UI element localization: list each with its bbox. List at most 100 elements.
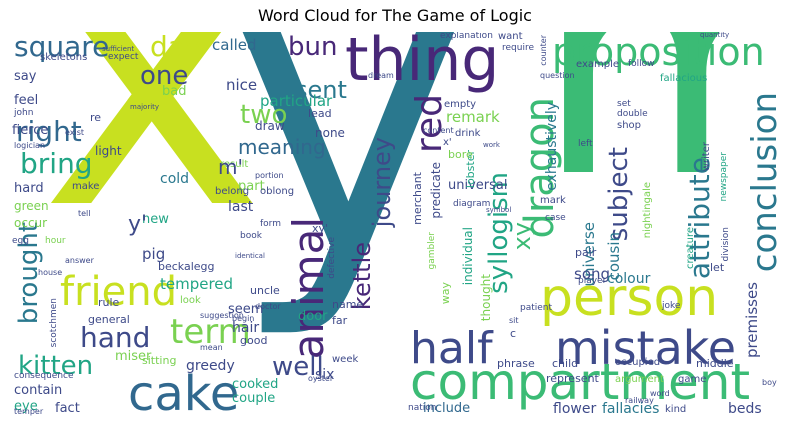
word-name: name [332,298,364,311]
word-lead: lead [308,107,332,120]
word-remark: remark [446,108,500,126]
word-mean: mean [200,343,223,352]
word-follow: follow [628,59,655,69]
word-m-prime: m' [218,155,243,179]
word-hair: hair [232,320,260,336]
word-c: c [510,327,517,340]
word-book: book [240,231,262,241]
word-skeletons: skeletons [40,52,88,63]
word-hard: hard [14,181,44,196]
word-fallacies: fallacies [602,401,660,417]
word-sent: sent [295,76,347,104]
word-word: word [650,389,670,398]
word-six: six [315,367,335,383]
word-right: right [16,115,82,148]
word-two: two [240,100,288,130]
word-division: division [721,227,731,262]
word-defective: defective [327,237,337,279]
word-suggestion: suggestion [200,311,244,320]
word-xy-prime: xy' [312,222,329,235]
word-writer: writer [701,142,712,172]
word-answer: answer [65,256,94,265]
word-nice: nice [226,76,258,94]
word-rule: rule [98,296,120,309]
word-joke: joke [662,301,681,311]
word-shop: shop [617,120,642,131]
word-pig: pig [142,245,166,263]
word-half: half [410,323,493,374]
word-seem: seem [228,302,264,317]
word-y: y [230,32,467,344]
word-identical: identical [235,252,265,260]
word-child: child [552,357,579,370]
word-phrase: phrase [497,357,535,370]
word-make: make [72,181,100,192]
word-one: one [140,61,189,91]
word-question: question [540,71,575,80]
word-doctor: doctor [255,302,281,311]
word-counter: counter [539,35,548,66]
word-sufficient: sufficient [102,45,135,53]
word-occupied: occupied [615,357,661,368]
word-example: example [576,59,620,70]
word-universal: universal [448,178,508,193]
word-greedy: greedy [186,358,235,374]
word-friend: friend [60,269,177,315]
word-set: set [617,99,631,109]
word-individual: individual [461,227,475,286]
word-door: door [298,309,328,324]
word-occur: occur [14,216,48,230]
word-expect: expect [108,52,139,62]
word-subject: subject [604,147,634,242]
word-case: case [545,213,566,223]
word-miser: miser [115,349,152,364]
word-conclusion: conclusion [745,92,780,273]
word-cold: cold [160,171,190,187]
word-x: x [40,32,265,293]
word-far: far [332,314,348,327]
word-dream: dream [368,71,394,80]
word-want: want [498,32,523,42]
word-last: last [228,199,254,215]
word-cooked: cooked [232,377,279,392]
word-kind: kind [665,404,687,415]
word-consequence: consequence [14,371,74,381]
word-double: double [617,109,648,119]
word-feel: feel [14,93,39,108]
word-nightingale: nightingale [642,182,653,239]
word-symbol: symbol [486,206,512,214]
word-tempered: tempered [160,275,234,293]
word-predicate: predicate [429,162,443,219]
chart-title: Word Cloud for The Game of Logic [258,6,532,25]
word-green: green [14,199,49,213]
word-week: week [332,354,359,365]
word-quantity: quantity [700,32,730,39]
word-diagram: diagram [453,199,491,209]
word-xy: xy [508,222,536,251]
word-nation: nation [408,403,437,413]
word-term: term [170,312,251,352]
word-john: john [14,108,34,118]
word-cloud: x y m thing person compartment cake mist… [10,32,780,417]
word-flower: flower [553,401,597,417]
word-colour: colour [607,271,651,287]
word-logician: logician [14,141,46,150]
word-none: none [315,126,345,140]
word-thing: thing [345,32,500,95]
word-thought: thought [479,274,493,322]
word-contain: contain [14,383,63,398]
word-fierce: fierce [12,123,49,138]
word-sitting: sitting [142,354,177,367]
word-oyster: oyster [308,374,334,383]
word-m: m [535,32,780,248]
word-exhaustively: exhaustively [544,102,560,191]
word-look: look [180,295,201,306]
word-way: way [439,282,452,305]
word-new: new [142,212,169,227]
word-kitten: kitten [18,351,94,381]
word-good: good [240,334,268,347]
word-oblong: oblong [260,186,295,197]
word-bad: bad [162,84,187,99]
word-day: day [150,32,202,63]
word-re: re [90,111,102,124]
